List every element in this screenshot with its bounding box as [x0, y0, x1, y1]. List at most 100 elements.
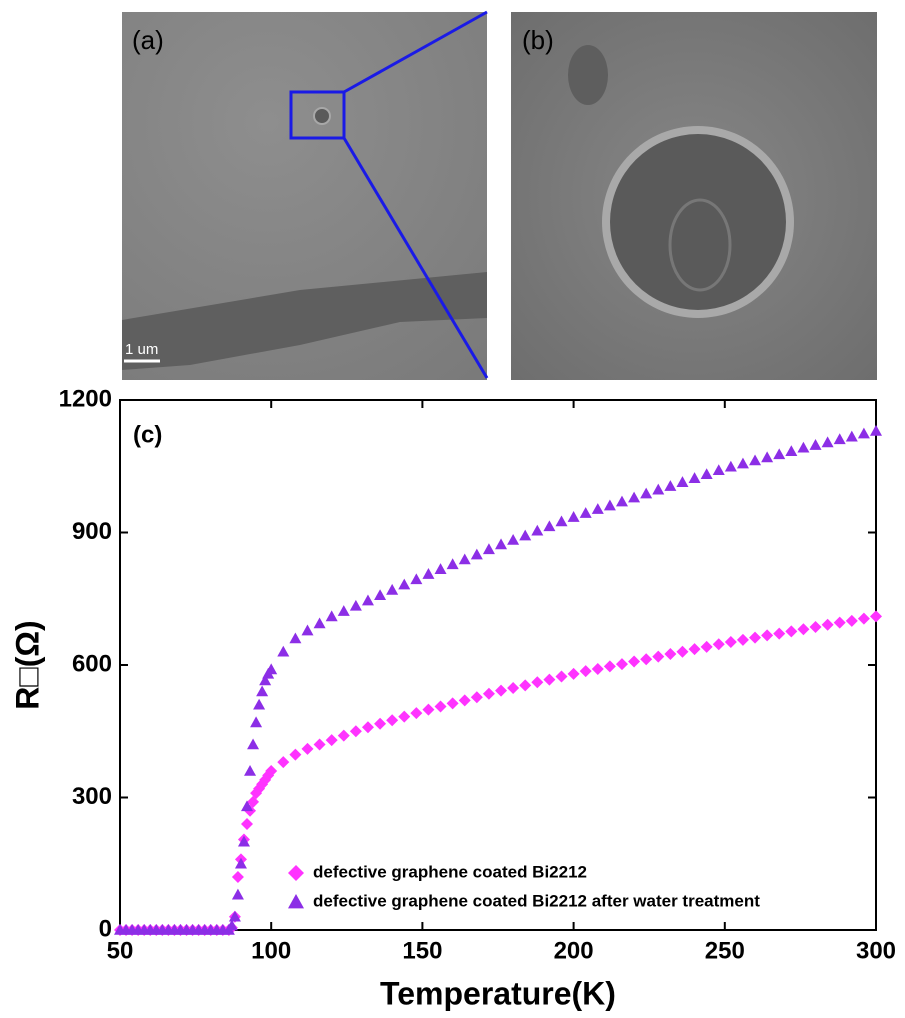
diamond-marker: [434, 700, 447, 713]
diamond-marker: [288, 865, 304, 881]
triangle-marker: [628, 491, 641, 503]
sem-image-a: 1 um (a): [122, 10, 489, 380]
triangle-marker: [288, 894, 304, 909]
diamond-marker: [870, 610, 882, 623]
diamond-marker: [724, 636, 737, 649]
triangle-marker: [495, 538, 508, 550]
x-tick-label: 300: [856, 937, 896, 964]
diamond-marker: [700, 640, 713, 653]
triangle-marker: [231, 888, 244, 900]
triangle-marker: [603, 499, 616, 511]
y-tick-label: 0: [99, 915, 112, 942]
x-tick-label: 250: [705, 937, 745, 964]
x-tick-label: 200: [554, 937, 594, 964]
triangle-marker: [761, 451, 774, 463]
triangle-marker: [652, 483, 665, 495]
triangle-marker: [724, 460, 737, 472]
triangle-marker: [374, 589, 387, 601]
diamond-marker: [410, 707, 423, 720]
triangle-marker: [458, 553, 471, 565]
triangle-marker: [398, 578, 411, 590]
diamond-marker: [652, 650, 665, 663]
triangle-marker: [615, 495, 628, 507]
diamond-marker: [470, 691, 483, 704]
triangle-marker: [253, 698, 266, 710]
triangle-marker: [857, 427, 870, 439]
diamond-marker: [386, 714, 399, 727]
y-tick-label: 300: [72, 783, 112, 810]
y-tick-label: 900: [72, 518, 112, 545]
triangle-marker: [712, 464, 725, 476]
triangle-marker: [256, 685, 269, 697]
triangle-marker: [688, 472, 701, 483]
diamond-marker: [785, 625, 798, 638]
triangle-marker: [700, 468, 713, 479]
triangle-marker: [250, 716, 263, 728]
diamond-marker: [555, 670, 568, 683]
diamond-marker: [833, 616, 846, 629]
diamond-marker: [845, 614, 858, 627]
diamond-marker: [422, 703, 435, 716]
plot-frame: [119, 399, 877, 931]
diamond-marker: [458, 694, 471, 707]
triangle-marker: [519, 529, 532, 541]
triangle-marker: [228, 910, 241, 922]
y-axis-label: R□(Ω): [9, 620, 45, 709]
diamond-marker: [482, 687, 495, 700]
diamond-marker: [289, 748, 302, 761]
diamond-marker: [809, 621, 822, 634]
triangle-marker: [244, 765, 257, 776]
triangle-marker: [446, 558, 459, 570]
diamond-marker: [603, 660, 616, 673]
diamond-marker: [398, 710, 411, 723]
triangle-marker: [247, 738, 260, 750]
triangle-marker: [237, 835, 250, 847]
diamond-marker: [567, 667, 580, 680]
diamond-marker: [325, 734, 338, 747]
diamond-marker: [374, 717, 387, 730]
triangle-marker: [234, 857, 247, 869]
diamond-marker: [446, 697, 459, 710]
y-tick-label: 1200: [59, 385, 112, 412]
x-tick-label: 150: [402, 937, 442, 964]
diamond-marker: [337, 729, 350, 742]
diamond-marker: [231, 871, 244, 883]
diamond-marker: [761, 629, 774, 642]
triangle-marker: [259, 674, 272, 686]
triangle-marker: [555, 515, 568, 527]
diamond-marker: [519, 679, 532, 692]
diamond-marker: [712, 638, 725, 651]
diamond-marker: [277, 756, 290, 769]
triangle-marker: [579, 507, 592, 518]
diamond-marker: [543, 673, 556, 686]
triangle-marker: [821, 436, 834, 448]
triangle-marker: [289, 632, 302, 644]
triangle-marker: [845, 430, 858, 442]
triangle-marker: [736, 457, 749, 469]
triangle-marker: [410, 573, 423, 585]
triangle-marker: [543, 520, 556, 532]
diamond-marker: [349, 725, 362, 738]
triangle-marker: [241, 800, 254, 812]
diamond-marker: [241, 818, 254, 830]
panel-label: (a): [132, 25, 164, 55]
triangle-marker: [337, 605, 350, 616]
diamond-marker: [579, 665, 592, 678]
triangle-marker: [640, 487, 653, 499]
legend-label: defective graphene coated Bi2212 after w…: [313, 891, 760, 910]
panel-label: (c): [133, 421, 162, 448]
triangle-marker: [482, 543, 495, 555]
diamond-marker: [676, 645, 689, 658]
scale-bar-label: 1 um: [125, 341, 158, 358]
diamond-marker: [773, 627, 786, 640]
triangle-marker: [386, 583, 399, 595]
triangle-marker: [833, 433, 846, 445]
diamond-marker: [361, 721, 374, 734]
sem-image-b: (b): [511, 12, 877, 380]
triangle-marker: [809, 439, 822, 450]
triangle-marker: [664, 480, 677, 491]
diamond-marker: [736, 633, 749, 646]
legend-label: defective graphene coated Bi2212: [313, 862, 587, 881]
triangle-marker: [301, 624, 314, 636]
